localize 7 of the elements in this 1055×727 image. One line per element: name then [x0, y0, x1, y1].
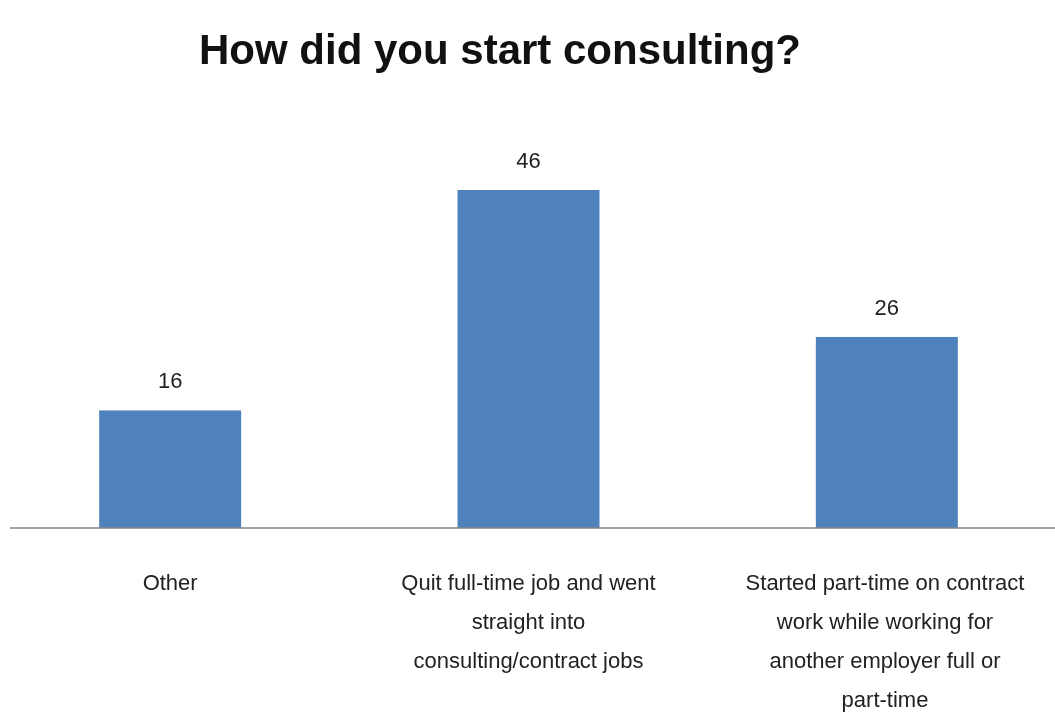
- chart-title: How did you start consulting?: [199, 26, 801, 73]
- data-label: 26: [874, 294, 900, 320]
- x-tick-label: Started part-time on contract work while working for another employer full or part-time: [745, 570, 1025, 712]
- data-label: 46: [516, 148, 541, 173]
- x-tick-label: Other: [142, 570, 198, 595]
- data-label: 16: [157, 368, 183, 394]
- x-tick-label: Quit full-time job and went straight into consulting/contract jobs: [401, 570, 656, 673]
